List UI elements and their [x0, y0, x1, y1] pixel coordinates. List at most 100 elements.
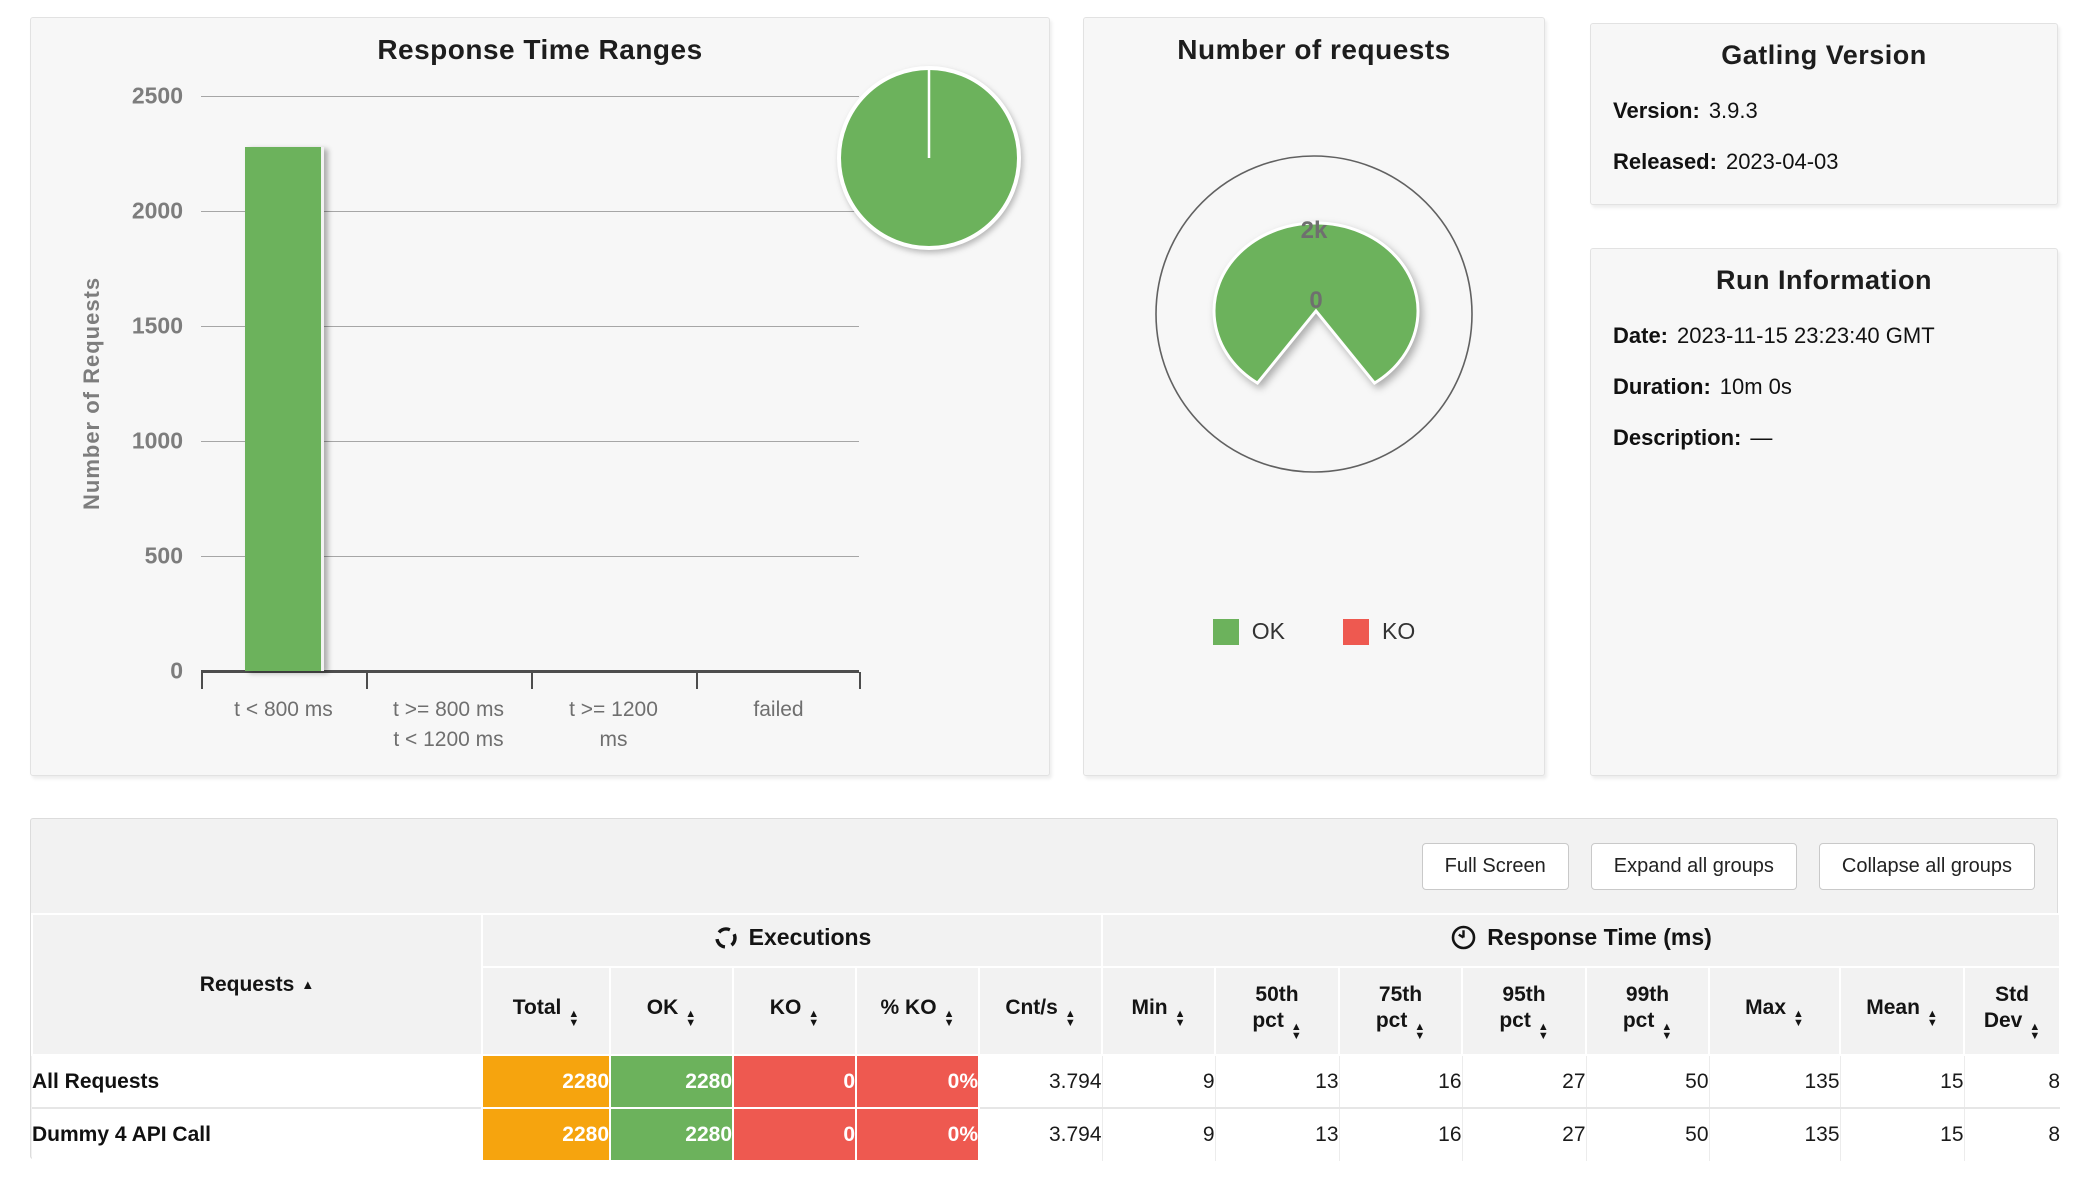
group-header-response-time: Response Time (ms): [1101, 913, 2062, 968]
legend-item-ok[interactable]: OK: [1212, 618, 1285, 645]
column-header-75th-pct[interactable]: 75th pct ▲ ▼: [1338, 966, 1464, 1056]
chart-title-number-of-requests: Number of requests: [1177, 34, 1451, 65]
ok-count-cell: 2280: [609, 1054, 734, 1109]
run-information-panel: Run Information Date: 2023-11-15 23:23:40…: [1590, 248, 2058, 776]
requests-polar-gauge[interactable]: 2k 0: [1084, 18, 1546, 608]
legend-item-ko[interactable]: KO: [1343, 618, 1415, 645]
p95-cell: 27: [1461, 1054, 1587, 1108]
sort-icon: ▲ ▼: [1414, 1020, 1426, 1042]
sort-icon: ▲ ▼: [685, 1007, 697, 1029]
min-cell: 9: [1101, 1054, 1216, 1108]
column-header-max[interactable]: Max ▲ ▼: [1708, 966, 1842, 1056]
column-header-pct-ko[interactable]: % KO ▲ ▼: [855, 966, 980, 1056]
description-field: Description: —: [1613, 425, 1773, 450]
x-axis-tick: [859, 672, 861, 689]
y-tick-label: 2000: [131, 197, 183, 224]
std-dev-cell: 8: [1963, 1054, 2061, 1108]
sort-icon: ▲ ▼: [808, 1007, 820, 1029]
sort-icon: ▲ ▼: [943, 1007, 955, 1029]
p95-cell: 27: [1461, 1107, 1587, 1161]
gauge-outer-tick-label: 2k: [1301, 217, 1328, 244]
x-category-label: t >= 1200 ms: [569, 698, 658, 751]
y-tick-label: 1500: [131, 312, 183, 339]
y-tick-label: 2500: [131, 82, 183, 109]
column-header-min[interactable]: Min ▲ ▼: [1101, 966, 1217, 1056]
column-header-std-dev[interactable]: Std Dev ▲ ▼: [1963, 966, 2062, 1056]
max-cell: 135: [1708, 1054, 1841, 1108]
chart-title-response-time-ranges: Response Time Ranges: [377, 34, 703, 65]
max-cell: 135: [1708, 1107, 1841, 1161]
collapse-all-groups-button[interactable]: Collapse all groups: [1818, 842, 2035, 890]
column-header-99th-pct[interactable]: 99th pct ▲ ▼: [1585, 966, 1711, 1056]
p75-cell: 16: [1338, 1054, 1463, 1108]
gauge-ok-slice[interactable]: [1212, 221, 1420, 386]
ko-count-cell: 0: [732, 1054, 857, 1109]
total-count-cell: 2280: [481, 1054, 611, 1109]
number-of-requests-panel: Number of requests 2k 0 OK KO: [1083, 17, 1545, 776]
p99-cell: 50: [1585, 1107, 1710, 1161]
pct-ko-cell: 0%: [855, 1107, 980, 1162]
cnts-cell: 3.794: [978, 1107, 1103, 1161]
gridline: [201, 441, 859, 442]
gauge-legend: OK KO: [1084, 618, 1544, 645]
run-information-title: Run Information: [1716, 265, 1932, 295]
gridline: [201, 556, 859, 557]
table-row-dummy-4-api-call: Dummy 4 API Call 2280 2280 0 0% 3.794 9 …: [32, 1107, 2061, 1162]
y-tick-label: 500: [144, 542, 183, 569]
request-name-link[interactable]: Dummy 4 API Call: [32, 1107, 482, 1161]
statistics-toolbar: Full Screen Expand all groups Collapse a…: [31, 819, 2057, 913]
x-axis-tick: [696, 672, 698, 689]
response-time-distribution-pie[interactable]: [835, 64, 1023, 252]
full-screen-button[interactable]: Full Screen: [1421, 842, 1569, 890]
sort-icon: ▲ ▼: [1661, 1020, 1673, 1042]
gauge-center-tick-label: 0: [1309, 287, 1322, 314]
gridline: [201, 96, 859, 97]
column-header-95th-pct[interactable]: 95th pct ▲ ▼: [1461, 966, 1588, 1056]
pct-ko-cell: 0%: [855, 1054, 980, 1109]
gatling-version-panel: Gatling Version Version: 3.9.3 Released: 2…: [1590, 23, 2058, 205]
sort-icon: ▲ ▼: [1290, 1020, 1302, 1042]
gridline: [201, 326, 859, 327]
x-category-label: t < 800 ms: [234, 698, 333, 721]
p99-cell: 50: [1585, 1054, 1710, 1108]
duration-field: Duration: 10m 0s: [1613, 374, 1792, 399]
sort-icon: ▲ ▼: [1174, 1007, 1186, 1029]
column-header-50th-pct[interactable]: 50th pct ▲ ▼: [1214, 966, 1341, 1056]
ko-color-swatch: [1343, 618, 1369, 645]
column-header-requests[interactable]: Requests ▲: [31, 913, 483, 1056]
table-row-all-requests: All Requests 2280 2280 0 0% 3.794 9 13 1…: [32, 1054, 2061, 1109]
x-category-label: failed: [753, 698, 804, 721]
column-header-mean[interactable]: Mean ▲ ▼: [1839, 966, 1966, 1056]
std-dev-cell: 8: [1963, 1107, 2061, 1161]
ok-color-swatch: [1212, 618, 1239, 645]
gatling-version-title: Gatling Version: [1721, 40, 1927, 70]
p50-cell: 13: [1214, 1107, 1340, 1161]
p50-cell: 13: [1214, 1054, 1340, 1108]
mean-cell: 15: [1839, 1107, 1965, 1161]
gauge-outer-ring: [1155, 155, 1473, 473]
sort-icon: ▲ ▼: [2029, 1020, 2041, 1042]
column-header-ok[interactable]: OK ▲ ▼: [609, 966, 734, 1056]
bar-0[interactable]: [245, 146, 324, 671]
response-time-ranges-panel: Response Time Ranges Number of Requests …: [30, 17, 1050, 776]
sort-icon: ▲ ▼: [1537, 1020, 1549, 1042]
ok-count-cell: 2280: [609, 1107, 734, 1162]
executions-cycle-icon: [714, 927, 737, 949]
sort-icon: ▲ ▼: [1793, 1007, 1804, 1029]
request-name-link[interactable]: All Requests: [32, 1054, 482, 1108]
y-tick-label: 1000: [131, 427, 183, 454]
sort-ascending-icon: ▲: [301, 976, 315, 992]
x-axis-tick: [531, 672, 533, 689]
bar-chart-plot-area[interactable]: 0 500 1000 1500 2000 2500 t < 800 ms t >= 800 m…: [132, 83, 861, 751]
column-header-ko[interactable]: KO ▲ ▼: [732, 966, 857, 1056]
sort-icon: ▲ ▼: [568, 1007, 580, 1029]
version-field: Version: 3.9.3: [1613, 98, 1758, 123]
column-header-cnts[interactable]: Cnt/s ▲ ▼: [977, 966, 1104, 1056]
column-header-total[interactable]: Total ▲ ▼: [481, 966, 611, 1056]
response-time-clock-icon: [1451, 925, 1476, 950]
expand-all-groups-button[interactable]: Expand all groups: [1590, 842, 1797, 890]
released-field: Released: 2023-04-03: [1613, 149, 1839, 174]
gridline: [201, 211, 859, 212]
y-tick-label: 0: [170, 657, 183, 684]
legend-label-ko: KO: [1382, 618, 1416, 644]
